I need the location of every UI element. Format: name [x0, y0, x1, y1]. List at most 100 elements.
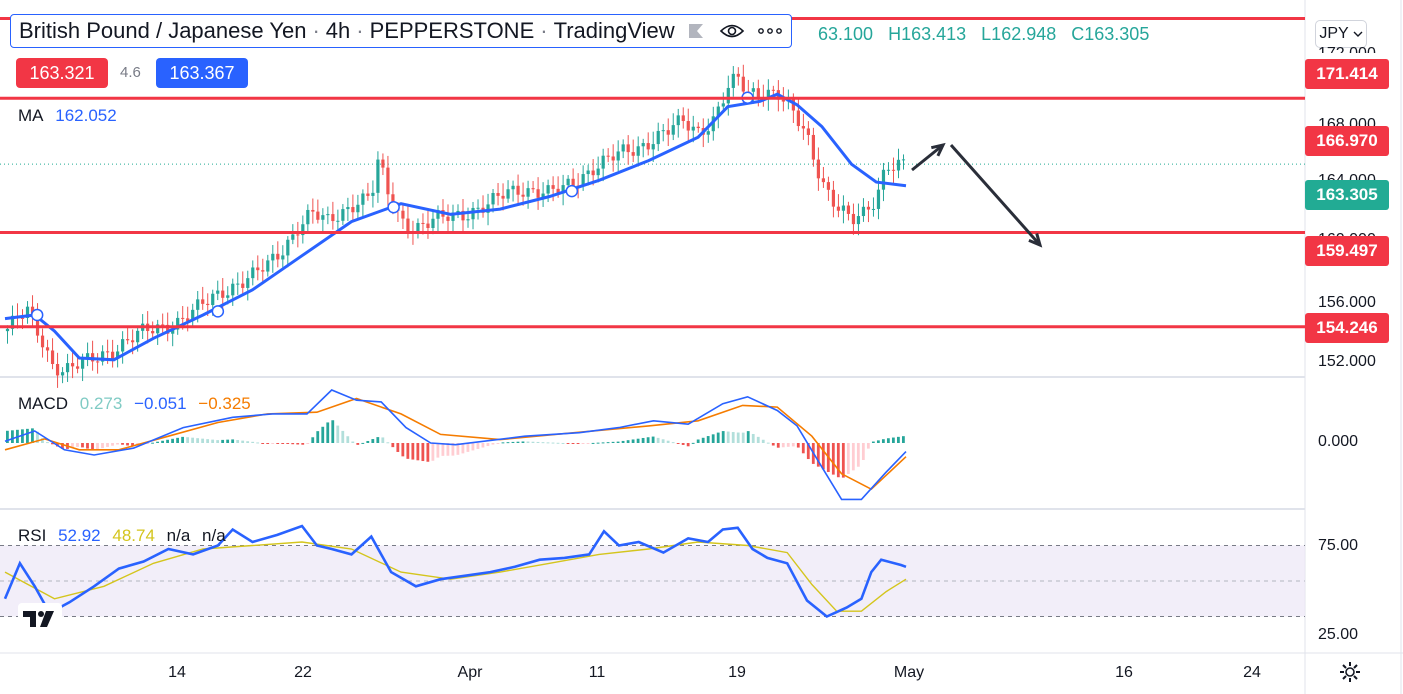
macd-histogram-bar: [461, 443, 465, 454]
candle-body: [201, 299, 205, 304]
candle-body: [741, 76, 745, 92]
macd-histogram-bar: [371, 439, 375, 443]
candle-body: [406, 218, 410, 232]
macd-histogram-bar: [881, 439, 885, 443]
macd-legend[interactable]: MACD 0.273 −0.051 −0.325: [18, 394, 258, 414]
candle-body: [421, 222, 425, 224]
time-axis-label: 16: [1115, 664, 1133, 681]
candle-body: [531, 188, 535, 190]
macd-histogram-bar: [346, 436, 350, 443]
macd-histogram-bar: [216, 440, 220, 443]
macd-histogram-bar: [626, 440, 630, 443]
candle-body: [191, 309, 195, 322]
macd-histogram-bar: [731, 432, 735, 443]
candle-body: [886, 169, 891, 171]
low-value: L162.948: [981, 24, 1057, 44]
macd-histogram-bar: [791, 443, 795, 447]
more-icon[interactable]: [757, 27, 783, 35]
sell-button[interactable]: 163.321: [16, 58, 108, 88]
tradingview-logo[interactable]: [18, 603, 62, 635]
candle-body: [806, 128, 810, 135]
macd-histogram-bar: [571, 443, 575, 444]
macd-histogram-bar: [11, 430, 14, 443]
macd-histogram-bar: [786, 443, 790, 447]
spread-value: 4.6: [120, 64, 141, 81]
buy-button[interactable]: 163.367: [156, 58, 248, 88]
macd-histogram-bar: [86, 443, 89, 449]
symbol-header[interactable]: British Pound / Japanese Yen · 4h · PEPP…: [10, 14, 792, 48]
candle-body: [306, 209, 310, 225]
macd-histogram-bar: [486, 443, 490, 447]
macd-histogram-bar: [901, 436, 905, 443]
candle-body: [486, 204, 490, 213]
macd-histogram-bar: [196, 438, 200, 443]
macd-histogram-bar: [126, 443, 129, 446]
macd-histogram-bar: [766, 442, 770, 444]
ma-legend[interactable]: MA 162.052: [18, 106, 124, 126]
price-axis-label-partial: 164.000: [1318, 172, 1376, 180]
macd-histogram-bar: [896, 436, 900, 443]
macd-histogram-bar: [711, 434, 715, 443]
open-value: 63.100: [818, 24, 874, 44]
macd-histogram-bar: [466, 443, 470, 452]
macd-histogram-bar: [421, 443, 425, 462]
macd-histogram-bar: [416, 443, 420, 461]
candle-body: [706, 131, 710, 135]
high-value: H163.413: [888, 24, 967, 44]
macd-histogram-bar: [261, 443, 265, 444]
candle-body: [60, 372, 65, 376]
candle-body: [326, 214, 330, 216]
time-axis-label: 14: [168, 664, 186, 681]
macd-histogram-bar: [201, 438, 205, 443]
macd-histogram-bar: [611, 441, 615, 443]
level-tag-154: 154.246: [1305, 313, 1389, 343]
macd-histogram-bar: [691, 442, 695, 444]
macd-histogram-bar: [601, 442, 605, 444]
candle-body: [45, 347, 50, 351]
macd-histogram-bar: [321, 426, 325, 443]
macd-histogram-bar: [676, 443, 680, 444]
macd-histogram-bar: [76, 443, 79, 447]
macd-histogram-bar: [666, 440, 670, 443]
macd-histogram-bar: [511, 441, 515, 443]
macd-value-1: 0.273: [79, 394, 123, 413]
macd-histogram-bar: [716, 432, 720, 443]
time-axis-label: Apr: [457, 664, 483, 681]
candle-body: [561, 185, 565, 194]
macd-histogram-bar: [496, 443, 500, 444]
candle-body: [571, 178, 575, 186]
macd-histogram-bar: [231, 439, 235, 443]
time-axis-label: 24: [1243, 664, 1261, 681]
macd-histogram-bar: [181, 436, 184, 443]
currency-label: JPY: [1319, 25, 1349, 42]
candle-body: [656, 130, 660, 145]
macd-histogram-bar: [51, 443, 54, 445]
candle-body: [866, 206, 871, 210]
macd-histogram-bar: [236, 440, 240, 443]
candle-body: [641, 143, 645, 147]
macd-histogram-bar: [796, 443, 800, 448]
candle-body: [10, 315, 15, 329]
flag-icon[interactable]: [687, 22, 707, 40]
candle-body: [881, 169, 886, 190]
eye-icon[interactable]: [719, 22, 745, 40]
macd-histogram-bar: [6, 430, 9, 443]
currency-selector[interactable]: JPY: [1315, 20, 1367, 48]
ma-label: MA: [18, 106, 44, 125]
candle-body: [161, 324, 165, 326]
candle-body: [856, 216, 861, 225]
candle-body: [196, 299, 200, 310]
macd-histogram-bar: [706, 436, 710, 443]
candle-body: [336, 220, 340, 222]
macd-histogram-bar: [316, 431, 320, 443]
candle-body: [85, 353, 90, 358]
rsi-legend[interactable]: RSI 52.92 48.74 n/a n/a: [18, 526, 233, 546]
macd-histogram-bar: [436, 443, 440, 458]
macd-histogram-bar: [266, 443, 270, 444]
candle-body: [726, 87, 730, 104]
macd-histogram-bar: [326, 422, 330, 443]
gear-icon[interactable]: [1338, 660, 1362, 689]
candle-body: [126, 339, 130, 341]
candle-body: [236, 283, 240, 285]
